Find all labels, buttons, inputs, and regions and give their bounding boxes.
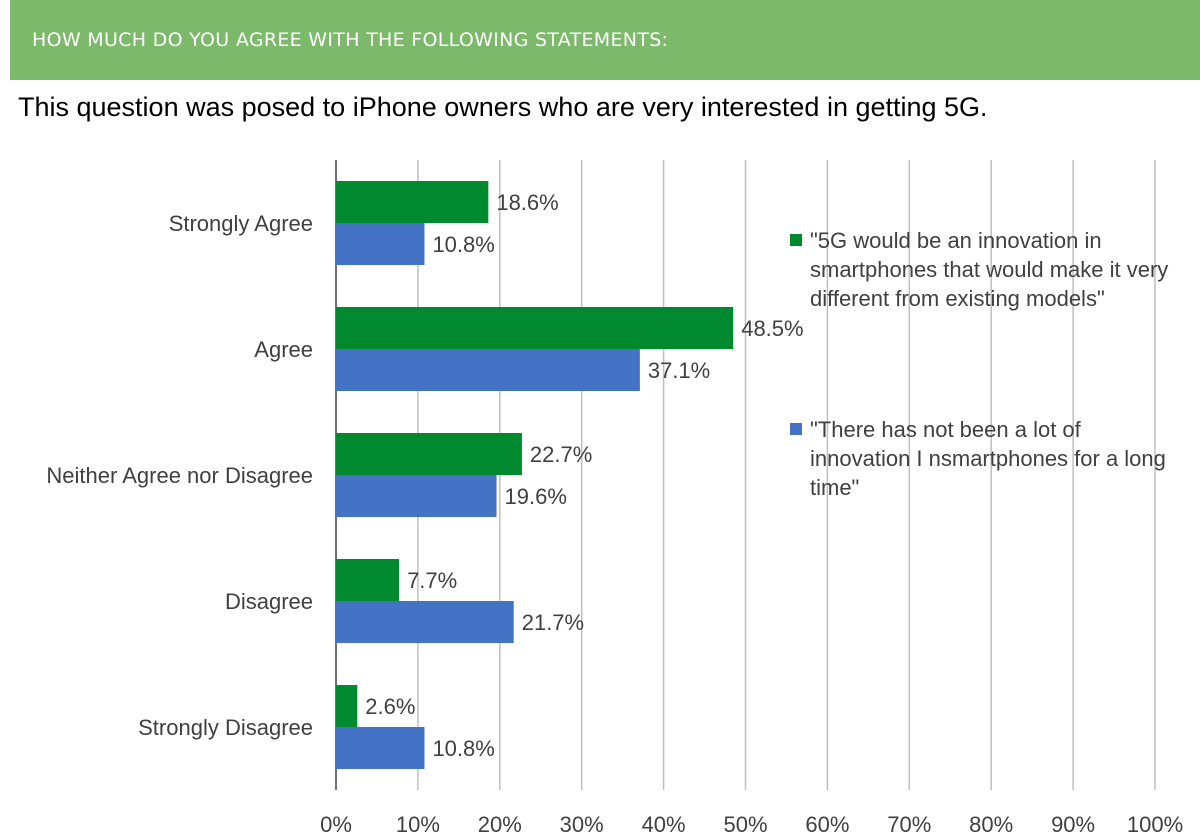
category-label: Disagree bbox=[225, 589, 313, 614]
bar bbox=[336, 349, 640, 391]
bar bbox=[336, 475, 497, 517]
x-tick-label: 20% bbox=[478, 812, 522, 837]
legend-swatch-blue bbox=[790, 423, 802, 435]
bar bbox=[336, 727, 425, 769]
x-tick-label: 10% bbox=[396, 812, 440, 837]
x-tick-label: 50% bbox=[723, 812, 767, 837]
x-tick-label: 70% bbox=[887, 812, 931, 837]
category-label: Neither Agree nor Disagree bbox=[46, 463, 313, 488]
bar bbox=[336, 685, 358, 727]
data-label: 21.7% bbox=[522, 610, 584, 635]
bar bbox=[336, 223, 425, 265]
x-tick-label: 100% bbox=[1127, 812, 1183, 837]
x-tick-label: 60% bbox=[805, 812, 849, 837]
legend-swatch-green bbox=[790, 234, 802, 246]
header-title: HOW MUCH DO YOU AGREE WITH THE FOLLOWING… bbox=[32, 29, 669, 51]
bar bbox=[336, 307, 734, 349]
category-label: Strongly Agree bbox=[169, 211, 313, 236]
x-tick-label: 30% bbox=[560, 812, 604, 837]
bar bbox=[336, 559, 400, 601]
data-label: 48.5% bbox=[741, 316, 803, 341]
data-label: 37.1% bbox=[648, 358, 710, 383]
x-tick-label: 0% bbox=[320, 812, 352, 837]
x-tick-label: 40% bbox=[642, 812, 686, 837]
bar bbox=[336, 433, 522, 475]
data-label: 7.7% bbox=[407, 568, 457, 593]
data-label: 10.8% bbox=[432, 232, 494, 257]
legend-label-series-1: "5G would be an innovation in smartphone… bbox=[810, 228, 1169, 311]
data-label: 10.8% bbox=[432, 736, 494, 761]
category-label: Agree bbox=[254, 337, 313, 362]
data-label: 22.7% bbox=[530, 442, 592, 467]
x-tick-label: 90% bbox=[1051, 812, 1095, 837]
data-label: 19.6% bbox=[505, 484, 567, 509]
legend-item-series-2: "There has not been a lot of innovation … bbox=[790, 415, 1170, 502]
bar bbox=[336, 181, 489, 223]
data-label: 2.6% bbox=[365, 694, 415, 719]
x-tick-label: 80% bbox=[969, 812, 1013, 837]
data-label: 18.6% bbox=[496, 190, 558, 215]
category-label: Strongly Disagree bbox=[138, 715, 313, 740]
legend-label-series-2: "There has not been a lot of innovation … bbox=[810, 417, 1166, 500]
header-banner: HOW MUCH DO YOU AGREE WITH THE FOLLOWING… bbox=[10, 0, 1200, 80]
legend-item-series-1: "5G would be an innovation in smartphone… bbox=[790, 226, 1170, 313]
bar bbox=[336, 601, 514, 643]
chart-subtitle: This question was posed to iPhone owners… bbox=[18, 92, 988, 122]
